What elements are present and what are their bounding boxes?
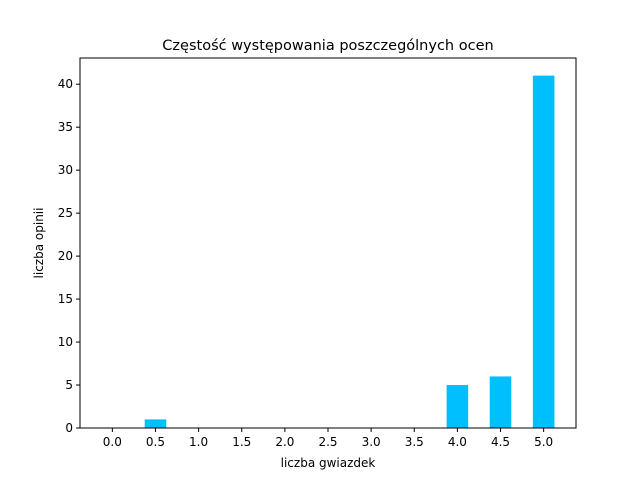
x-tick-label: 0.5 [146,435,165,449]
x-axis-ticks: 0.0 0.5 1.0 1.5 2.0 2.5 3.0 3.5 4.0 4.5 5.0 [103,428,553,449]
y-tick-label: 10 [58,335,73,349]
y-axis-ticks: 0 5 10 15 20 25 30 35 40 [58,77,80,435]
chart-title: Częstość występowania poszczególnych oce… [162,38,493,54]
y-tick-label: 35 [58,120,73,134]
x-tick-label: 2.0 [275,435,294,449]
bar-4.0 [446,385,469,428]
bar-5.0 [532,75,555,428]
y-tick-label: 5 [65,378,73,392]
y-tick-label: 20 [58,249,73,263]
bar-4.5 [489,376,512,428]
y-tick-label: 15 [58,292,73,306]
x-tick-label: 4.5 [491,435,510,449]
x-tick-label: 2.5 [318,435,337,449]
y-tick-label: 30 [58,163,73,177]
x-tick-label: 1.5 [232,435,251,449]
y-tick-label: 40 [58,77,73,91]
x-tick-label: 4.0 [448,435,467,449]
x-tick-label: 0.0 [103,435,122,449]
y-tick-label: 0 [65,421,73,435]
y-tick-label: 25 [58,206,73,220]
x-tick-label: 3.5 [405,435,424,449]
x-axis-label: liczba gwiazdek [281,456,376,470]
x-tick-label: 5.0 [534,435,553,449]
y-axis-label: liczba opinii [32,208,46,279]
plot-frame [79,57,577,429]
bars-group [144,75,555,428]
x-tick-label: 1.0 [189,435,208,449]
x-tick-label: 3.0 [362,435,381,449]
bar-0.5 [144,419,167,428]
